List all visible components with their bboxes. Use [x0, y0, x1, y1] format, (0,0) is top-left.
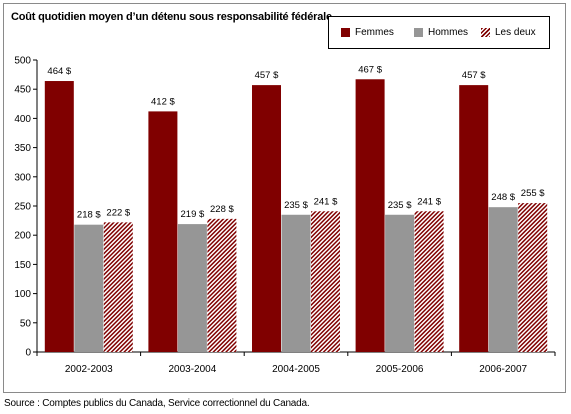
legend-swatch-les-deux — [481, 28, 490, 37]
legend-swatch-femmes — [341, 28, 350, 37]
bar-les-deux — [414, 211, 444, 352]
x-tick-label: 2003-2004 — [168, 364, 216, 375]
data-label-hommes: 219 $ — [181, 209, 205, 220]
bar-les-deux — [311, 211, 340, 352]
data-label-femmes: 467 $ — [358, 64, 382, 75]
data-label-hommes: 235 $ — [388, 200, 412, 211]
y-tick-label: 500 — [14, 56, 31, 67]
legend-label-les-deux: Les deux — [495, 27, 536, 38]
data-label-femmes: 464 $ — [47, 66, 71, 77]
legend-item-hommes: Hommes — [414, 17, 468, 48]
legend-item-femmes: Femmes — [341, 17, 394, 48]
bar-femmes — [459, 85, 489, 352]
data-label-femmes: 412 $ — [151, 96, 175, 107]
bar-hommes — [281, 214, 311, 352]
legend-label-femmes: Femmes — [355, 27, 394, 38]
bar-les-deux — [207, 218, 237, 352]
x-tick-label: 2002-2003 — [65, 364, 113, 375]
bar-hommes — [74, 224, 104, 352]
data-label-hommes: 218 $ — [77, 210, 101, 221]
data-label-les-deux: 241 $ — [417, 196, 441, 207]
bar-hommes — [488, 207, 518, 352]
data-label-femmes: 457 $ — [462, 70, 486, 81]
y-tick-label: 100 — [14, 289, 31, 300]
x-tick-label: 2006-2007 — [479, 364, 527, 375]
x-tick-label: 2005-2006 — [376, 364, 424, 375]
x-tick-label: 2004-2005 — [272, 364, 320, 375]
y-tick-label: 200 — [14, 231, 31, 242]
source-note: Source : Comptes publics du Canada, Serv… — [4, 398, 310, 409]
data-label-les-deux: 228 $ — [210, 204, 234, 215]
y-tick-label: 400 — [14, 114, 31, 125]
y-tick-label: 150 — [14, 260, 31, 271]
bar-hommes — [177, 224, 207, 352]
legend-label-hommes: Hommes — [428, 27, 469, 38]
bar-les-deux — [518, 203, 548, 352]
data-label-hommes: 248 $ — [491, 192, 515, 203]
data-label-les-deux: 222 $ — [106, 207, 130, 218]
bar-femmes — [148, 111, 178, 352]
legend-swatch-hommes — [414, 28, 423, 37]
bar-femmes — [44, 81, 74, 353]
data-label-hommes: 235 $ — [284, 200, 308, 211]
bar-femmes — [252, 85, 281, 352]
data-label-femmes: 457 $ — [255, 70, 279, 81]
bar-les-deux — [103, 222, 133, 352]
bar-hommes — [385, 214, 415, 352]
chart-legend: Femmes Hommes Les deux — [328, 16, 550, 49]
data-label-les-deux: 241 $ — [314, 196, 338, 207]
y-tick-label: 300 — [14, 172, 31, 183]
y-tick-label: 350 — [14, 143, 31, 154]
y-tick-label: 450 — [14, 85, 31, 96]
y-tick-label: 50 — [20, 318, 32, 329]
chart-title: Coût quotidien moyen d’un détenu sous re… — [11, 11, 332, 23]
legend-item-les-deux: Les deux — [481, 17, 536, 48]
data-label-les-deux: 255 $ — [521, 188, 545, 199]
y-tick-label: 0 — [25, 348, 31, 359]
y-tick-label: 250 — [14, 202, 31, 213]
bar-femmes — [355, 79, 385, 352]
